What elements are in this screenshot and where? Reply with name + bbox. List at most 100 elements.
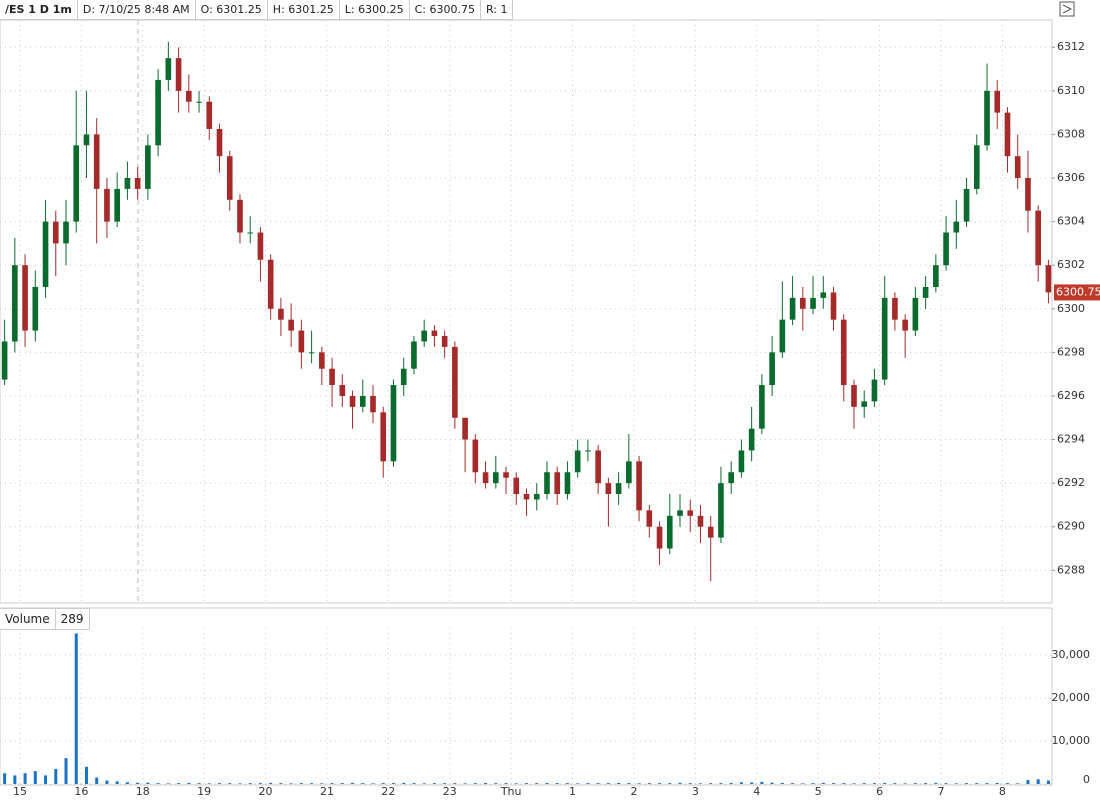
candle-body: [63, 221, 69, 244]
volume-bar: [504, 783, 508, 784]
volume-bar: [821, 782, 825, 784]
volume-current: 289: [60, 612, 84, 626]
volume-tick-label: 10,000: [1052, 734, 1091, 747]
candle-body: [861, 401, 868, 407]
volume-bar: [924, 783, 928, 784]
volume-bar: [248, 783, 252, 784]
volume-bar: [95, 777, 99, 784]
candle-body: [779, 319, 786, 353]
candle-body: [718, 483, 724, 538]
candle-body: [431, 330, 438, 337]
volume-bar: [238, 783, 242, 784]
candle-body: [298, 330, 305, 353]
volume-bar: [351, 782, 355, 784]
candle-body: [278, 308, 284, 320]
volume-bar: [105, 780, 109, 784]
header-field: L: 6300.25: [340, 0, 410, 19]
panel-icon[interactable]: [1059, 1, 1075, 17]
volume-bar: [698, 783, 702, 784]
volume-bar: [453, 783, 457, 784]
volume-bar: [514, 783, 518, 784]
candle-body: [472, 439, 479, 473]
candle-body: [339, 385, 346, 396]
volume-bar: [596, 783, 600, 784]
candle-body: [1014, 156, 1021, 179]
volume-bar: [729, 782, 733, 784]
volume-bar: [658, 783, 662, 784]
candle-body: [452, 346, 458, 418]
candle-body: [421, 330, 427, 342]
candle-body: [22, 265, 28, 331]
volume-bar: [637, 783, 641, 784]
volume-bar: [166, 783, 170, 784]
candle-body: [93, 134, 100, 189]
candle-body: [175, 58, 182, 91]
header-field: R: 1: [481, 0, 514, 19]
candle-body: [881, 297, 888, 380]
volume-bar: [330, 783, 334, 784]
x-tick-label: 5: [815, 785, 822, 798]
volume-bar: [289, 783, 293, 784]
candle-body: [196, 101, 202, 103]
candle-body: [789, 297, 796, 320]
candle-body: [922, 286, 929, 298]
volume-bar: [872, 783, 876, 784]
volume-bar: [279, 783, 283, 784]
y-tick-label: 6296: [1057, 389, 1085, 402]
candle-body: [237, 199, 243, 233]
volume-bar: [965, 783, 969, 784]
y-tick-label: 6300: [1057, 302, 1085, 315]
candle-body: [513, 477, 520, 495]
candle-body: [1045, 265, 1052, 293]
candle-body: [687, 510, 694, 516]
candle-body: [1004, 112, 1011, 157]
volume-bar: [883, 782, 887, 784]
volume-bar: [576, 783, 580, 784]
candle-body: [380, 412, 387, 462]
volume-bar: [207, 783, 211, 784]
volume-bar: [115, 781, 119, 784]
candle-body: [677, 510, 683, 516]
candle-body: [1, 341, 8, 380]
header-field: /ES 1 D 1m: [0, 0, 78, 19]
volume-bar: [617, 782, 621, 784]
volume-bar: [565, 783, 569, 784]
volume-bar: [934, 782, 938, 784]
volume-bar: [1005, 783, 1009, 784]
candle-body: [544, 472, 550, 495]
candle-body: [319, 352, 325, 369]
x-tick-label: 22: [381, 785, 395, 798]
candle-body: [257, 232, 264, 260]
volume-bar: [555, 783, 559, 784]
volume-bar: [197, 783, 201, 784]
candle-body: [840, 319, 847, 386]
y-tick-label: 6292: [1057, 476, 1085, 489]
volume-bar: [228, 783, 232, 784]
icon-frame[interactable]: [1059, 1, 1075, 17]
candle-body: [390, 385, 397, 462]
volume-bar: [494, 783, 498, 784]
volume-bar: [187, 782, 191, 784]
volume-bar: [146, 782, 150, 784]
volume-bar: [484, 782, 488, 784]
volume-bar: [310, 783, 314, 784]
y-tick-label: 6308: [1057, 127, 1085, 140]
volume-bar: [136, 782, 140, 784]
header-field: D: 7/10/25 8:48 AM: [78, 0, 196, 19]
volume-bar: [975, 783, 979, 784]
volume-bar: [525, 783, 529, 784]
volume-bar: [688, 783, 692, 784]
volume-tick-label: 30,000: [1052, 648, 1091, 661]
volume-bar: [1026, 780, 1030, 784]
volume-bar: [791, 783, 795, 784]
y-tick-label: 6304: [1057, 215, 1085, 228]
volume-bar: [381, 783, 385, 784]
icon-glyph[interactable]: [1062, 4, 1073, 14]
volume-bar: [422, 783, 426, 784]
volume-bar: [954, 783, 958, 784]
y-tick-label: 6298: [1057, 345, 1085, 358]
last-price-tag: [1054, 284, 1100, 301]
x-tick-label: 23: [443, 785, 457, 798]
volume-bar: [862, 783, 866, 784]
